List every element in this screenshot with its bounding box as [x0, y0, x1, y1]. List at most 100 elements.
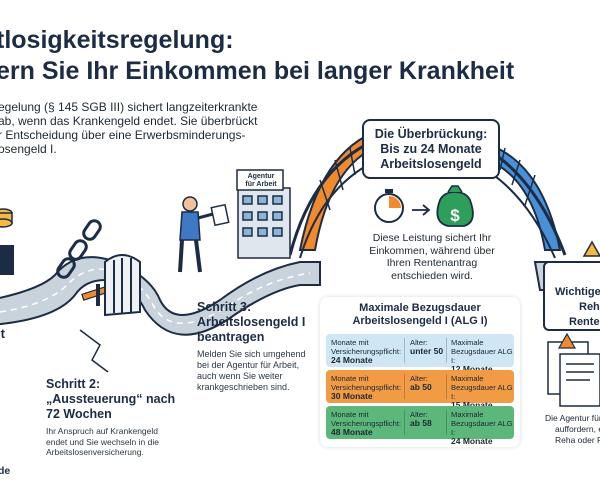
cell-label: Monate mit [331, 338, 369, 347]
cell-label: Monate mit [331, 374, 369, 383]
column-divider [404, 338, 405, 363]
agency-label-line: für Arbeit [245, 181, 277, 188]
max-duration-cell: Maximale Bezugsdauer ALG I: 12 Monate [451, 338, 514, 374]
step-3-description: Melden Sie sich umgehend bei der Agentur… [197, 349, 317, 393]
cell-value: 15 Monate [451, 400, 493, 410]
step-3-title-line: Arbeitslosengeld I [197, 315, 306, 329]
age-cell: Alter: unter 50 [410, 338, 443, 356]
stopwatch-icon [374, 189, 404, 223]
broken-chain-icon [56, 219, 102, 279]
cell-label: Versicherungspflicht: [331, 347, 402, 356]
step-3-title: Schritt 3: Arbeitslosengeld I beantragen [197, 300, 317, 345]
column-divider [446, 338, 447, 363]
table-row: Monate mit Versicherungspflicht: 48 Mona… [326, 406, 514, 446]
table-title-line: Arbeitslosengeld I (ALG I) [352, 315, 488, 327]
cell-label: Bezugsdauer ALG I: [451, 419, 513, 437]
intro-line: ab, wenn das Krankengeld endet. Sie über… [0, 114, 258, 128]
arrow-right-icon [412, 204, 431, 216]
intro-line: osengeld I. [0, 142, 57, 156]
step-2-title-line: Schritt 2: [46, 377, 101, 391]
cell-label: Maximale [451, 338, 484, 347]
warning-line: Rente [569, 316, 600, 328]
bridge-callout: Die Überbrückung: Bis zu 24 Monate Arbei… [362, 119, 500, 179]
column-divider [404, 410, 405, 435]
cell-label: Bezugsdauer ALG I: [451, 383, 513, 401]
insurance-months-cell: Monate mit Versicherungspflicht: 48 Mona… [331, 410, 401, 437]
document-icon [547, 341, 600, 407]
agency-label: Agentur für Arbeit [239, 173, 283, 189]
insurance-months-cell: Monate mit Versicherungspflicht: 30 Mona… [331, 374, 401, 401]
step-3-title-line: beantragen [197, 330, 265, 344]
cell-value: 24 Monate [331, 355, 373, 365]
cell-value: 12 Monate [451, 364, 493, 374]
step-3-desc-line: krankgeschrieben sind. [197, 382, 290, 392]
cell-value: 48 Monate [331, 427, 373, 437]
callout-line: Die Überbrückung: [374, 127, 488, 141]
bridge-note-line: Einkommen, während über [369, 244, 495, 257]
cell-value: 24 Monate [451, 436, 493, 446]
table-row: Monate mit Versicherungspflicht: 24 Mona… [326, 334, 514, 374]
max-duration-cell: Maximale Bezugsdauer ALG I: 24 Monate [451, 410, 514, 446]
bridge-note-line: entschieden wird. [391, 269, 473, 282]
step-2-desc-line: endet und Sie wechseln in die [46, 436, 159, 447]
cell-label: Alter: [410, 338, 428, 347]
cell-label: Alter: [410, 374, 428, 383]
intro-line: r Entscheidung über eine Erwerbsminderun… [0, 128, 246, 142]
step-3-title-line: Schritt 3: [197, 300, 252, 314]
bridge-note-line: Ihren Rentenantrag [386, 257, 478, 269]
right-note: Die Agentur für auffordern, ei Reha oder… [545, 413, 600, 446]
svg-text:$: $ [450, 206, 460, 225]
step-2-title-line: „Aussteuerung“ nach [46, 392, 176, 406]
step-2-title-line: 72 Wochen [46, 407, 112, 421]
cell-value: 30 Monate [331, 391, 373, 401]
warning-card [543, 261, 600, 331]
bridge-note: Diese Leistung sichert Ihr Einkommen, wä… [352, 232, 512, 282]
warning-card-text: Wichtige Reha Rente [555, 285, 600, 330]
age-cell: Alter: ab 50 [410, 374, 432, 392]
table-row: Monate mit Versicherungspflicht: 30 Mona… [326, 370, 514, 410]
agency-label-line: Agentur [247, 173, 275, 180]
warning-line: Wichtige [555, 286, 600, 298]
page-title-line-2: ern Sie Ihr Einkommen bei langer Krankhe… [0, 57, 515, 85]
step1-title-fragment: it [0, 326, 5, 341]
cell-label: Bezugsdauer ALG I: [451, 347, 513, 365]
cell-label: Versicherungspflicht: [331, 419, 402, 428]
right-note-line: Die Agentur für [545, 413, 600, 423]
intro-line: egelung (§ 145 SGB III) sichert langzeit… [0, 100, 258, 114]
step-2: Schritt 2: „Aussteuerung“ nach 72 Wochen… [46, 377, 196, 458]
table-title-line: Maximale Bezugsdauer [359, 302, 481, 314]
bridge-note-line: Diese Leistung sichert Ihr [372, 232, 492, 244]
cell-label: Alter: [410, 410, 428, 419]
step-3-desc-line: Melden Sie sich umgehend [197, 349, 306, 359]
step-2-desc-line: Ihr Anspruch auf Krankengeld [46, 426, 158, 436]
cell-label: Maximale [451, 374, 484, 383]
intro-text: egelung (§ 145 SGB III) sichert langzeit… [0, 100, 273, 156]
cell-value: ab 50 [410, 382, 432, 392]
right-note-line: Reha oder Re [555, 435, 600, 445]
coins-icon [0, 208, 14, 275]
cell-label: Maximale [451, 410, 484, 419]
right-note-line: auffordern, ei [555, 424, 600, 434]
step-2-title: Schritt 2: „Aussteuerung“ nach 72 Wochen [46, 377, 196, 422]
step-3: Schritt 3: Arbeitslosengeld I beantragen… [197, 300, 317, 393]
callout-line: Arbeitslosengeld [380, 157, 482, 171]
column-divider [404, 374, 405, 399]
warning-line: Reha [579, 301, 600, 313]
step-2-desc-line: Arbeitslosenversicherung. [46, 447, 144, 457]
duration-table: Maximale Bezugsdauer Arbeitslosengeld I … [320, 297, 520, 447]
duration-table-title: Maximale Bezugsdauer Arbeitslosengeld I … [320, 302, 520, 328]
page-title-line-1: tlosigkeitsregelung: [0, 26, 234, 54]
insurance-months-cell: Monate mit Versicherungspflicht: 24 Mona… [331, 338, 401, 365]
cell-value: ab 58 [410, 418, 432, 428]
age-cell: Alter: ab 58 [410, 410, 432, 428]
cell-value: unter 50 [410, 346, 444, 356]
person-with-document-icon [178, 196, 230, 273]
warning-icon [557, 240, 600, 349]
agency-building-icon [236, 169, 291, 259]
cell-label: Monate mit [331, 410, 369, 419]
gate-icon [104, 254, 141, 317]
money-bag-icon: $ [436, 185, 474, 227]
cell-label: Versicherungspflicht: [331, 383, 402, 392]
step-3-desc-line: bei der Agentur für Arbeit, [197, 360, 300, 370]
step-2-description: Ihr Anspruch auf Krankengeld endet und S… [46, 426, 196, 458]
